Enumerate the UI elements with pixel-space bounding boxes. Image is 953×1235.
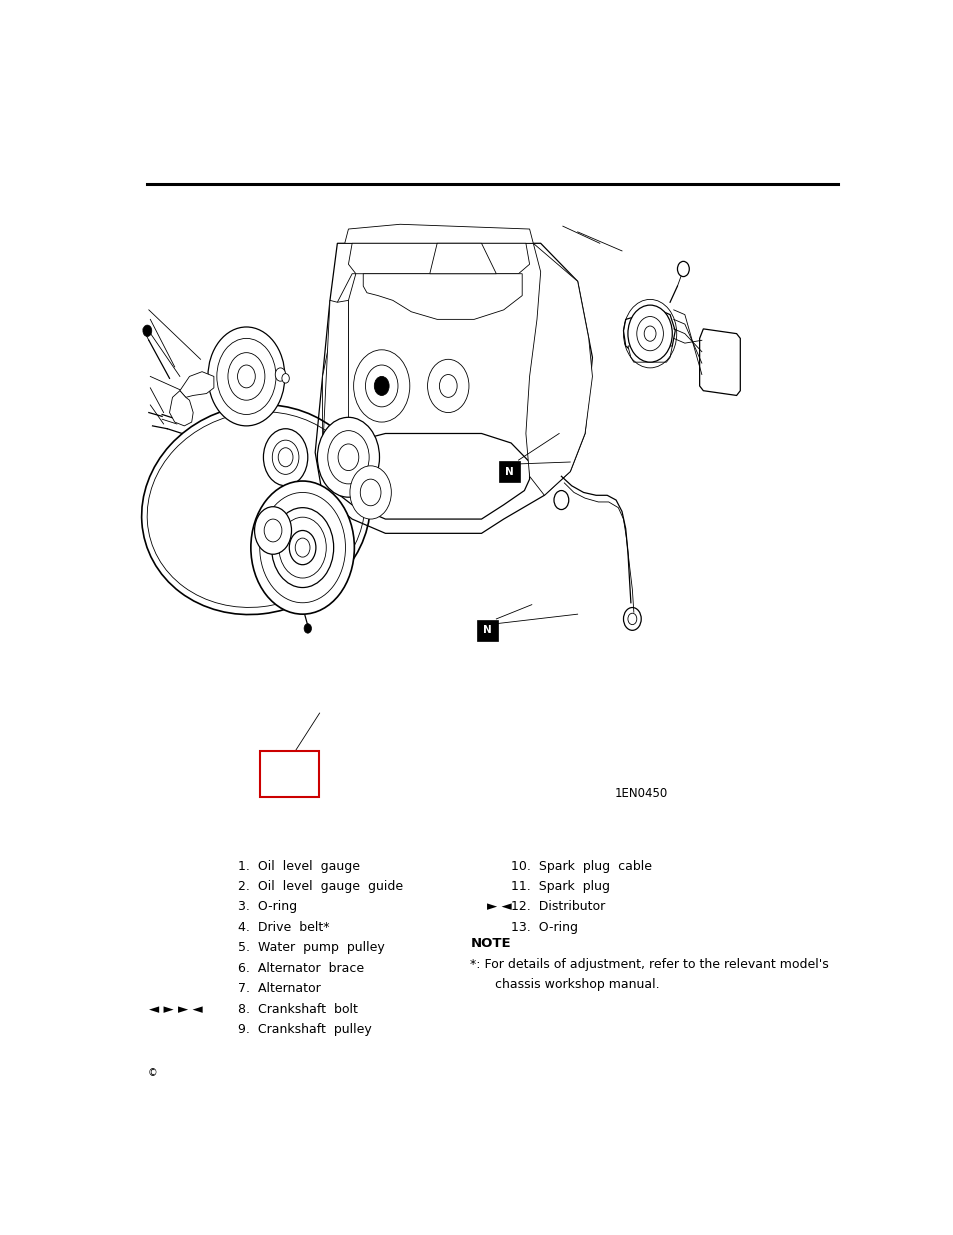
Circle shape [272, 508, 334, 588]
Text: chassis workshop manual.: chassis workshop manual. [478, 978, 659, 992]
Circle shape [289, 531, 315, 564]
Circle shape [627, 305, 672, 362]
Circle shape [228, 353, 265, 400]
Circle shape [254, 506, 292, 555]
Circle shape [643, 326, 656, 341]
Text: 1EN0450: 1EN0450 [614, 787, 667, 799]
Polygon shape [322, 274, 355, 462]
Circle shape [208, 327, 285, 426]
Circle shape [275, 368, 285, 382]
Circle shape [317, 417, 379, 498]
Text: 11.  Spark  plug: 11. Spark plug [511, 881, 610, 893]
Circle shape [304, 624, 311, 634]
Circle shape [272, 440, 298, 474]
Polygon shape [363, 274, 521, 320]
Polygon shape [180, 372, 213, 398]
Bar [259, 751, 318, 797]
Polygon shape [170, 390, 193, 426]
Text: 2.  Oil  level  gauge  guide: 2. Oil level gauge guide [237, 881, 402, 893]
Text: 1.  Oil  level  gauge: 1. Oil level gauge [237, 860, 359, 872]
Text: 4.  Drive  belt*: 4. Drive belt* [237, 921, 329, 934]
Circle shape [354, 350, 410, 422]
Circle shape [439, 374, 456, 398]
Circle shape [350, 466, 391, 519]
Polygon shape [623, 310, 675, 359]
Text: *: For details of adjustment, refer to the relevant model's: *: For details of adjustment, refer to t… [470, 958, 828, 971]
Polygon shape [314, 243, 592, 534]
Text: 8.  Crankshaft  bolt: 8. Crankshaft bolt [237, 1003, 357, 1015]
Polygon shape [429, 243, 496, 274]
Text: ◄ ► ► ◄: ◄ ► ► ◄ [149, 1003, 202, 1015]
Text: 5.  Water  pump  pulley: 5. Water pump pulley [237, 941, 384, 955]
Circle shape [677, 262, 689, 277]
Text: 10.  Spark  plug  cable: 10. Spark plug cable [511, 860, 652, 872]
Polygon shape [699, 329, 740, 395]
FancyBboxPatch shape [498, 461, 519, 482]
Text: 7.  Alternator: 7. Alternator [237, 982, 320, 995]
Circle shape [263, 429, 308, 485]
Text: 13.  O-ring: 13. O-ring [511, 921, 578, 934]
Circle shape [328, 431, 369, 484]
Circle shape [251, 482, 354, 614]
Text: N: N [482, 625, 492, 635]
Circle shape [282, 373, 289, 383]
Polygon shape [627, 346, 672, 362]
Text: N: N [505, 467, 514, 477]
Circle shape [554, 490, 568, 510]
Polygon shape [330, 433, 529, 519]
Polygon shape [344, 225, 533, 243]
Circle shape [143, 325, 152, 336]
Text: 3.  O-ring: 3. O-ring [237, 900, 296, 914]
Text: NOTE: NOTE [470, 937, 511, 951]
Text: 6.  Alternator  brace: 6. Alternator brace [237, 962, 363, 974]
FancyBboxPatch shape [476, 620, 497, 641]
Polygon shape [212, 356, 282, 398]
Text: 9.  Crankshaft  pulley: 9. Crankshaft pulley [237, 1023, 371, 1036]
Text: 12.  Distributor: 12. Distributor [511, 900, 605, 914]
Text: ©: © [147, 1068, 157, 1078]
Text: ► ◄: ► ◄ [487, 900, 512, 914]
Polygon shape [348, 243, 529, 274]
Polygon shape [322, 300, 348, 479]
Circle shape [374, 377, 389, 395]
Polygon shape [525, 243, 592, 495]
